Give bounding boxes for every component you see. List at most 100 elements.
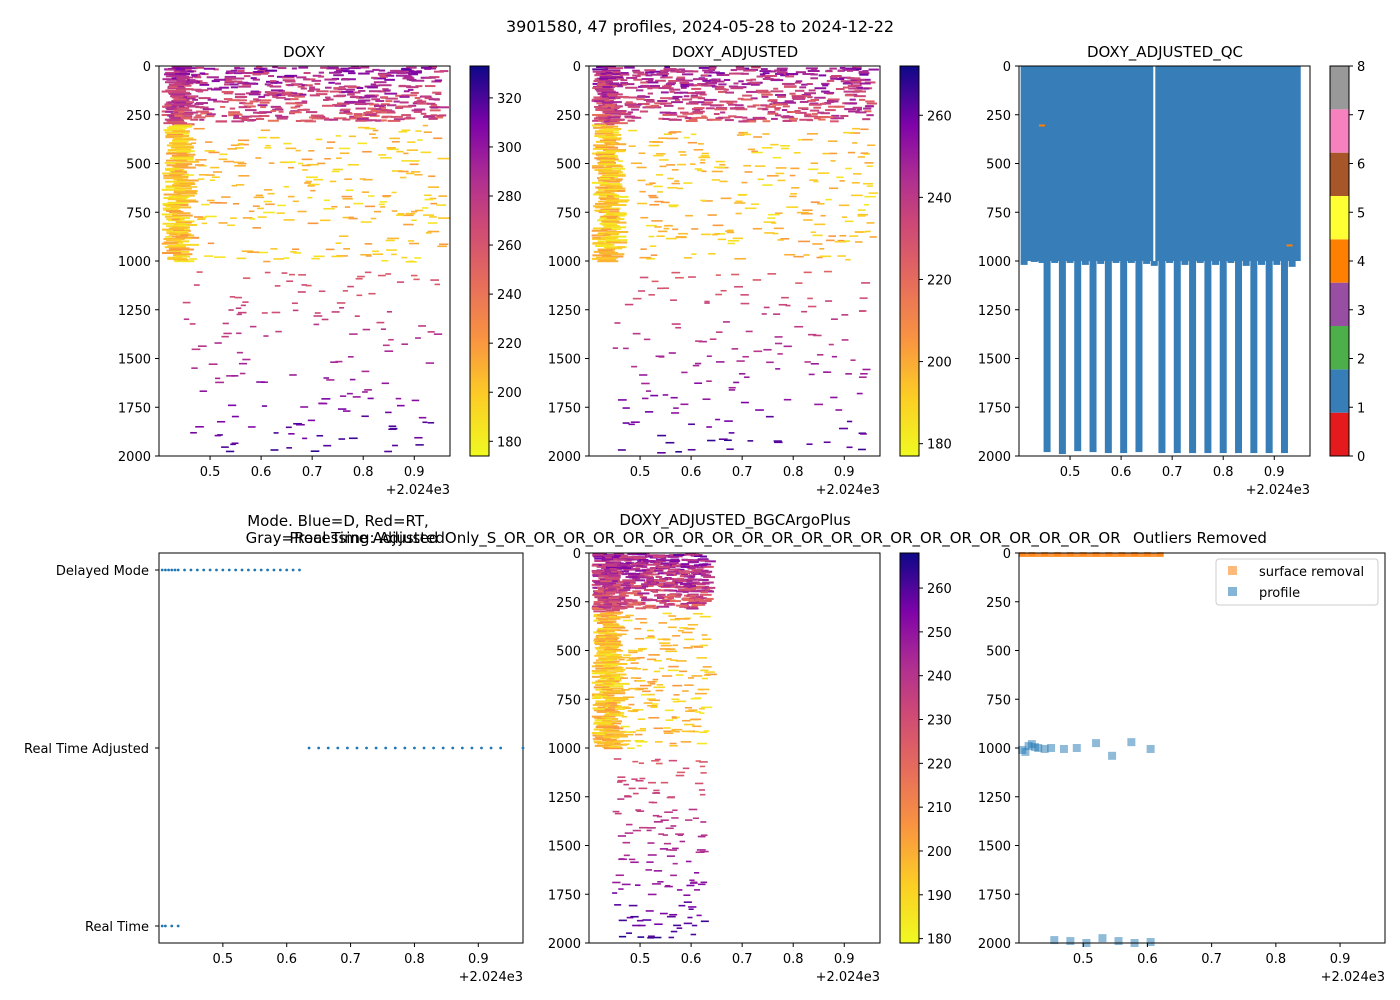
heatmap-cell (398, 170, 409, 173)
heatmap-cell (643, 588, 657, 591)
heatmap-cell (753, 136, 763, 138)
heatmap-cell (600, 72, 607, 75)
heatmap-cell (257, 207, 264, 210)
heatmap-cell (663, 842, 672, 845)
heatmap-cell (302, 437, 308, 440)
heatmap-cell (258, 99, 272, 102)
heatmap-cell (816, 256, 823, 259)
heatmap-cell (773, 87, 779, 90)
heatmap-cell (340, 67, 350, 70)
heatmap-cell (595, 700, 616, 703)
heatmap-cell (593, 641, 615, 644)
heatmap-cell (770, 100, 778, 103)
heatmap-cell (263, 211, 275, 214)
qc-profile-bar (1204, 66, 1212, 454)
colorbar-tick-label: 180 (497, 435, 522, 450)
heatmap-cell (660, 559, 671, 562)
heatmap-cell (685, 819, 693, 821)
heatmap-cell (671, 169, 679, 171)
y-category-label: Real Time Adjusted (24, 742, 149, 757)
mode-point (393, 746, 397, 750)
heatmap-cell (610, 646, 619, 649)
heatmap-cell (603, 662, 628, 665)
heatmap-cell (297, 108, 309, 111)
y-tick-label: 2000 (978, 450, 1011, 465)
heatmap-cell (822, 152, 830, 155)
heatmap-cell (428, 175, 436, 178)
heatmap-cell (388, 425, 397, 428)
heatmap-cell (624, 598, 633, 601)
heatmap-cell (845, 67, 857, 70)
heatmap-cell (232, 80, 243, 83)
heatmap-cell (678, 232, 689, 235)
heatmap-cell (634, 740, 645, 742)
heatmap-cell (168, 74, 187, 77)
heatmap-cell (372, 250, 379, 253)
heatmap-cell (809, 102, 819, 105)
heatmap-cell (675, 78, 686, 81)
heatmap-cell (648, 801, 654, 804)
heatmap-cell (602, 696, 624, 699)
heatmap-cell (655, 589, 661, 592)
heatmap-cell (193, 116, 206, 119)
heatmap-cell (709, 79, 718, 82)
colorbar-tick-label: 1 (1357, 401, 1365, 416)
heatmap-cell (632, 69, 640, 72)
heatmap-cell (700, 199, 707, 202)
heatmap-cell (593, 722, 614, 725)
heatmap-cell (403, 152, 409, 155)
heatmap-cell (784, 100, 794, 103)
mode-point (202, 568, 206, 572)
heatmap-cell (597, 604, 615, 607)
colorbar-tick-label: 220 (497, 337, 522, 352)
legend-swatch-surface (1228, 566, 1237, 575)
heatmap-cell (669, 118, 682, 121)
heatmap-cell (714, 86, 724, 89)
heatmap-cell (647, 704, 658, 707)
heatmap-cell (616, 110, 627, 113)
heatmap-cell (163, 177, 183, 180)
heatmap-cell (594, 88, 614, 91)
heatmap-cell (688, 908, 694, 911)
heatmap-cell (593, 250, 616, 253)
heatmap-cell (679, 582, 692, 585)
heatmap-cell (610, 179, 617, 181)
heatmap-cell (621, 573, 628, 576)
heatmap-cell (176, 160, 199, 163)
heatmap-cell (691, 92, 704, 95)
heatmap-cell (619, 567, 632, 570)
heatmap-cell (724, 119, 734, 122)
heatmap-cell (829, 152, 838, 155)
heatmap-cell (830, 318, 838, 320)
heatmap-cell (617, 835, 626, 837)
heatmap-cell (845, 373, 852, 375)
heatmap-cell (626, 932, 632, 934)
heatmap-cell (695, 760, 701, 762)
heatmap-cell (592, 68, 608, 71)
heatmap-cell (599, 691, 617, 694)
heatmap-cell (187, 95, 197, 98)
heatmap-cell (174, 187, 192, 190)
heatmap-cell (598, 249, 613, 252)
heatmap-cell (227, 99, 240, 102)
heatmap-cell (640, 248, 647, 250)
heatmap-cell (732, 237, 743, 240)
heatmap-cell (285, 102, 297, 105)
heatmap-cell (857, 209, 866, 211)
heatmap-cell (593, 661, 617, 664)
heatmap-cell (606, 200, 628, 203)
heatmap-cell (606, 602, 625, 605)
heatmap-cell (166, 108, 183, 111)
heatmap-cell (709, 118, 722, 121)
heatmap-cell (319, 219, 331, 222)
heatmap-cell (813, 334, 822, 337)
heatmap-cell (348, 135, 356, 138)
heatmap-cell (670, 113, 678, 116)
heatmap-cell (591, 681, 614, 684)
heatmap-cell (761, 95, 769, 98)
heatmap-cell (741, 83, 751, 86)
heatmap-cell (649, 70, 661, 73)
heatmap-cell (165, 205, 181, 208)
heatmap-cell (760, 104, 768, 107)
